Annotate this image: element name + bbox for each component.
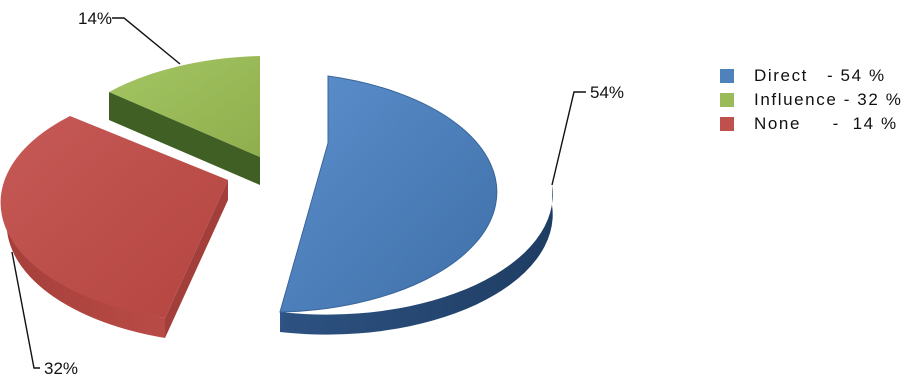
legend-swatch-direct xyxy=(720,69,734,83)
data-label-influence: 32% xyxy=(44,359,78,378)
pie-slice-influence xyxy=(109,56,260,185)
legend-swatch-none xyxy=(720,117,734,131)
legend-label-none: None - 14 % xyxy=(754,114,898,133)
legend-label-influence: Influence - 32 % xyxy=(754,90,903,109)
leader-line-influence xyxy=(11,251,40,369)
leader-line-direct xyxy=(551,91,586,186)
pie-slice-direct xyxy=(279,75,553,335)
legend-label-direct: Direct - 54 % xyxy=(754,66,886,85)
legend-item-none: None - 14 % xyxy=(720,112,902,136)
legend: Direct - 54 % Influence - 32 % None - 14… xyxy=(720,64,902,136)
data-label-direct: 54% xyxy=(590,83,624,102)
legend-item-influence: Influence - 32 % xyxy=(720,88,902,112)
legend-swatch-influence xyxy=(720,93,734,107)
pie-slice-none xyxy=(0,116,229,338)
leader-line-none xyxy=(112,17,181,65)
legend-item-direct: Direct - 54 % xyxy=(720,64,902,88)
data-label-none: 14% xyxy=(78,9,112,28)
